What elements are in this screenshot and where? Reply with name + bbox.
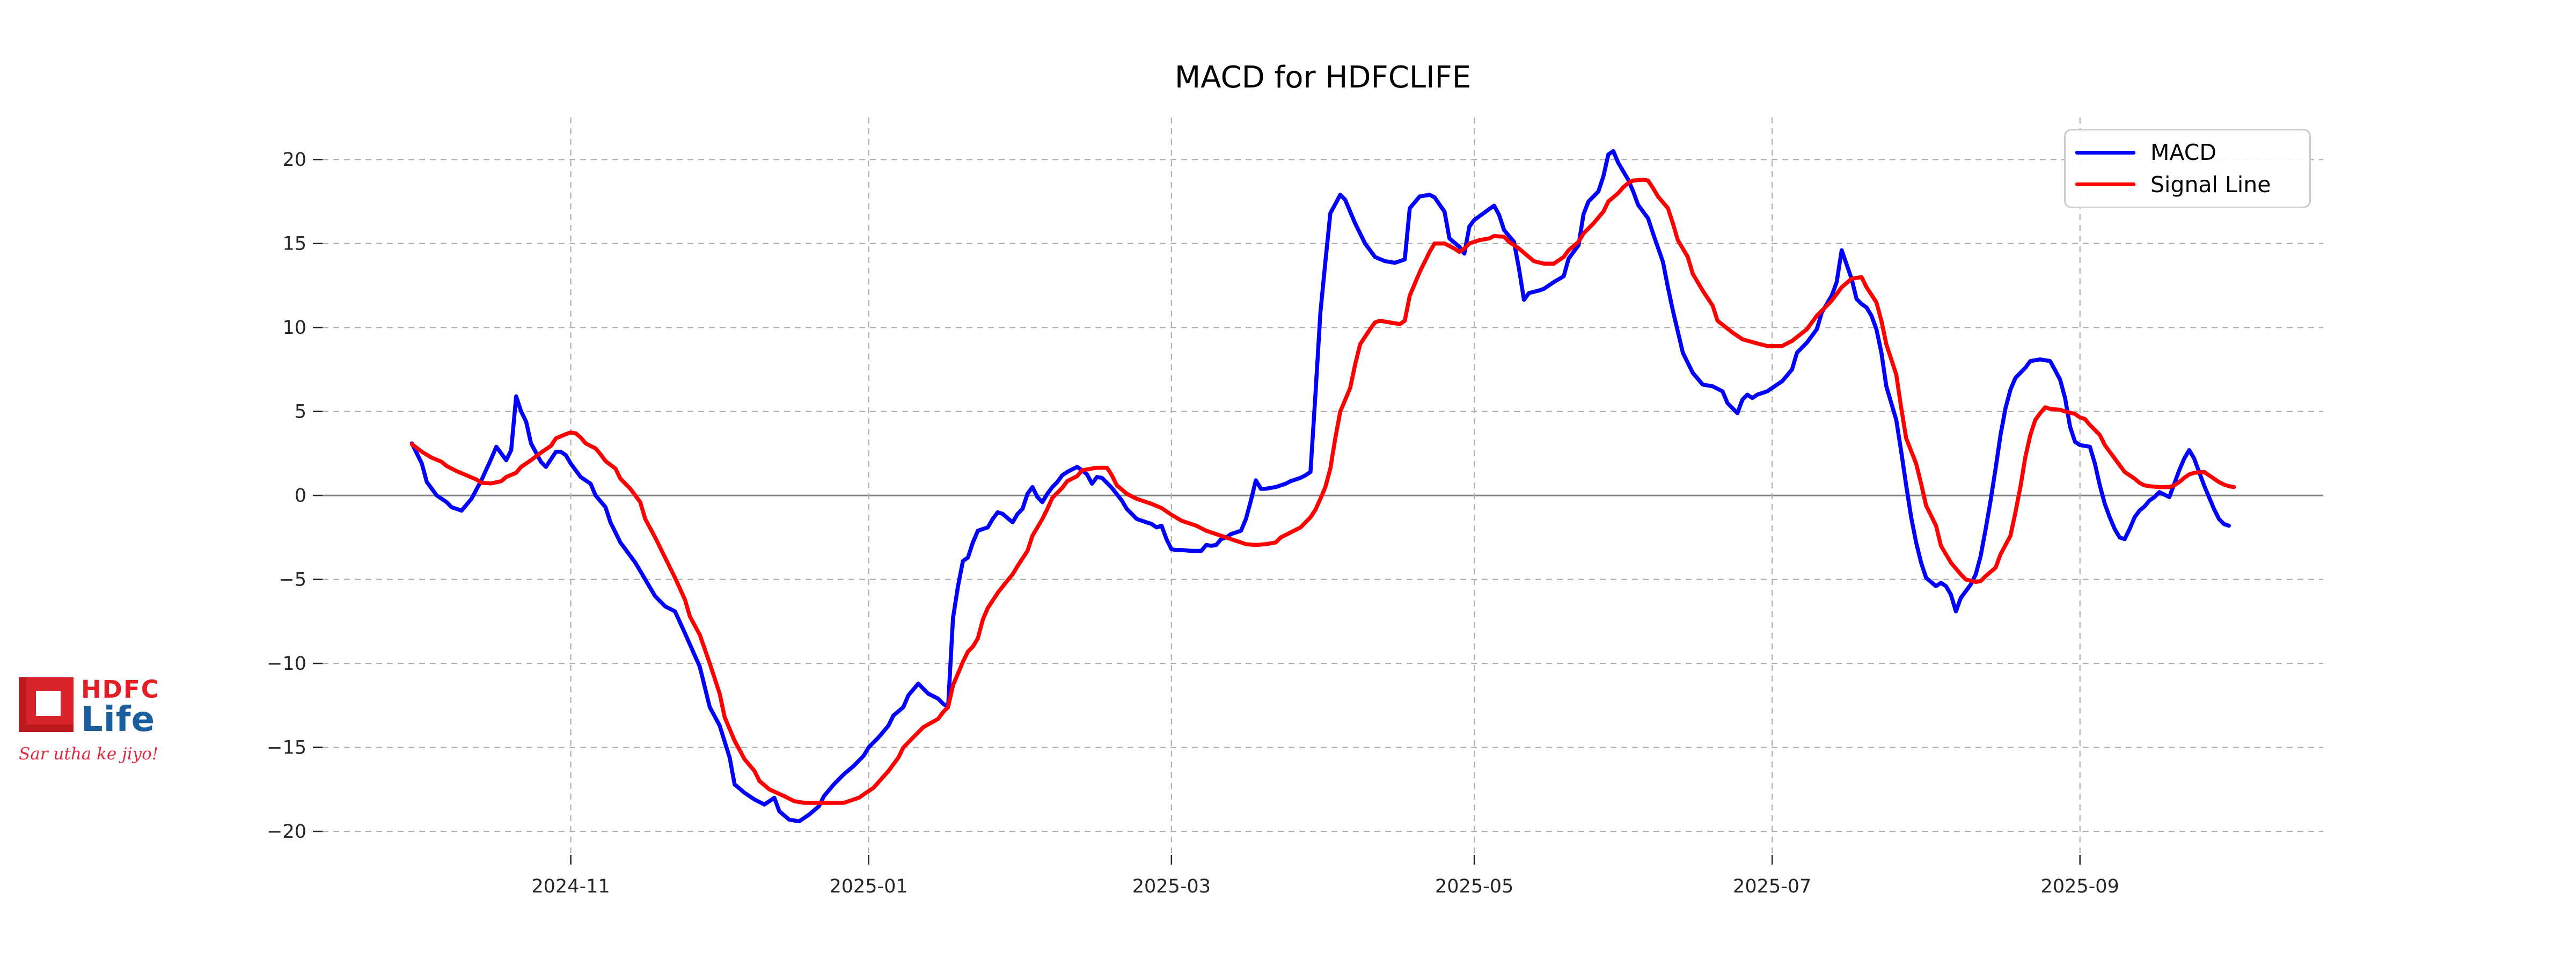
y-tick-label: 5 [295,401,306,423]
y-tick-label: −20 [267,821,306,843]
x-tick-label: 2024-11 [531,876,610,897]
logo-tagline: Sar utha ke jiyo! [19,744,159,764]
signal-line [409,178,2236,805]
legend-item-macd: MACD [2075,140,2300,165]
macd-line [409,149,2231,824]
y-tick-label: 10 [282,317,306,339]
x-tick-label: 2025-05 [1435,876,1513,897]
logo-text-life: Life [81,700,155,740]
legend-item-signal: Signal Line [2075,172,2300,197]
logo-text-hdfc: HDFC [81,675,160,704]
legend-label-signal: Signal Line [2150,171,2271,197]
hdfc-life-logo: HDFC Life Sar utha ke jiyo! [19,677,169,764]
x-tick-label: 2025-01 [829,876,908,897]
legend: MACD Signal Line [2064,129,2311,208]
macd-line-swatch [2075,150,2135,155]
y-tick-label: 0 [295,485,306,507]
hdfc-logo-mark-icon [19,677,74,732]
y-tick-label: −10 [267,653,306,675]
x-tick-label: 2025-03 [1132,876,1211,897]
y-tick-label: −15 [267,737,306,759]
x-tick-label: 2025-07 [1733,876,1811,897]
y-tick-label: 20 [282,149,306,171]
y-tick-label: −5 [279,569,306,591]
chart-title: MACD for HDFCLIFE [1174,60,1472,95]
legend-label-macd: MACD [2150,140,2216,166]
signal-line-swatch [2075,182,2135,187]
y-tick-label: 15 [282,233,306,255]
x-tick-label: 2025-09 [2041,876,2119,897]
